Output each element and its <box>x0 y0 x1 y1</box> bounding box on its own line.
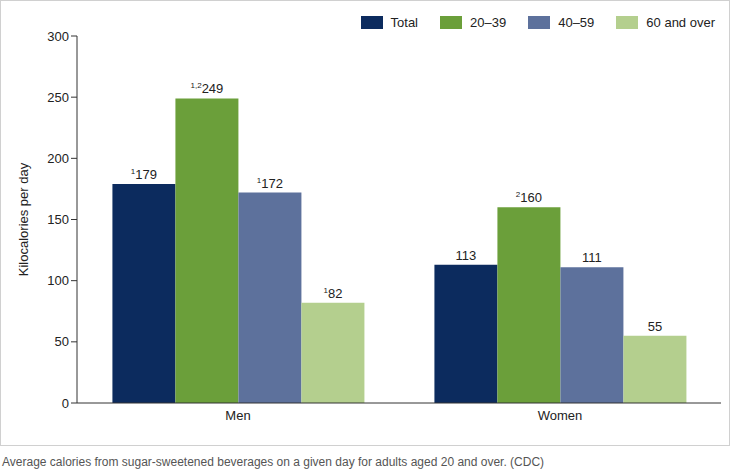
svg-text:250: 250 <box>47 90 69 105</box>
svg-text:2160: 2160 <box>516 190 542 205</box>
svg-text:0: 0 <box>62 396 69 411</box>
svg-text:1,2249: 1,2249 <box>191 81 224 96</box>
svg-text:Kilocalories per day: Kilocalories per day <box>16 162 31 276</box>
svg-text:1172: 1172 <box>257 176 283 191</box>
svg-text:111: 111 <box>582 250 602 265</box>
svg-text:1179: 1179 <box>131 167 157 182</box>
svg-text:113: 113 <box>456 248 477 263</box>
html-text:20–39: 20–39 <box>470 15 507 30</box>
svg-text:50: 50 <box>55 334 69 349</box>
html-text:40–59: 40–59 <box>558 15 595 30</box>
svg-text:55: 55 <box>648 319 662 334</box>
svg-text:100: 100 <box>47 273 69 288</box>
html-text:Total: Total <box>390 15 418 30</box>
svg-text:150: 150 <box>47 212 69 227</box>
svg-text:300: 300 <box>47 29 69 44</box>
html-text:60 and over: 60 and over <box>646 15 715 30</box>
svg-text:Women: Women <box>538 408 583 423</box>
svg-text:Men: Men <box>225 408 250 423</box>
svg-text:200: 200 <box>47 151 69 166</box>
html-text:Average calories from sugar-sw: Average calories from sugar-sweetened be… <box>2 455 545 469</box>
svg-text:182: 182 <box>323 286 342 301</box>
